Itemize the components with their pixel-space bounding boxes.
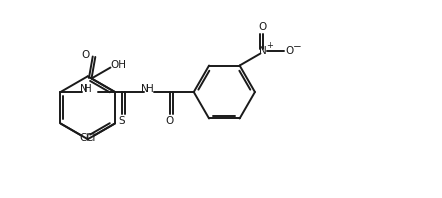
Text: OH: OH <box>110 60 126 70</box>
Text: N: N <box>141 84 149 94</box>
Text: N: N <box>259 46 267 56</box>
Text: H: H <box>146 84 154 94</box>
Text: O: O <box>259 22 267 32</box>
Text: O: O <box>82 50 90 60</box>
Text: O: O <box>286 46 294 56</box>
Text: Cl: Cl <box>86 133 96 143</box>
Text: −: − <box>293 42 302 52</box>
Text: O: O <box>166 116 174 126</box>
Text: S: S <box>118 116 125 126</box>
Text: N: N <box>80 84 88 94</box>
Text: H: H <box>84 84 92 94</box>
Text: +: + <box>266 41 273 50</box>
Text: Cl: Cl <box>80 133 90 143</box>
